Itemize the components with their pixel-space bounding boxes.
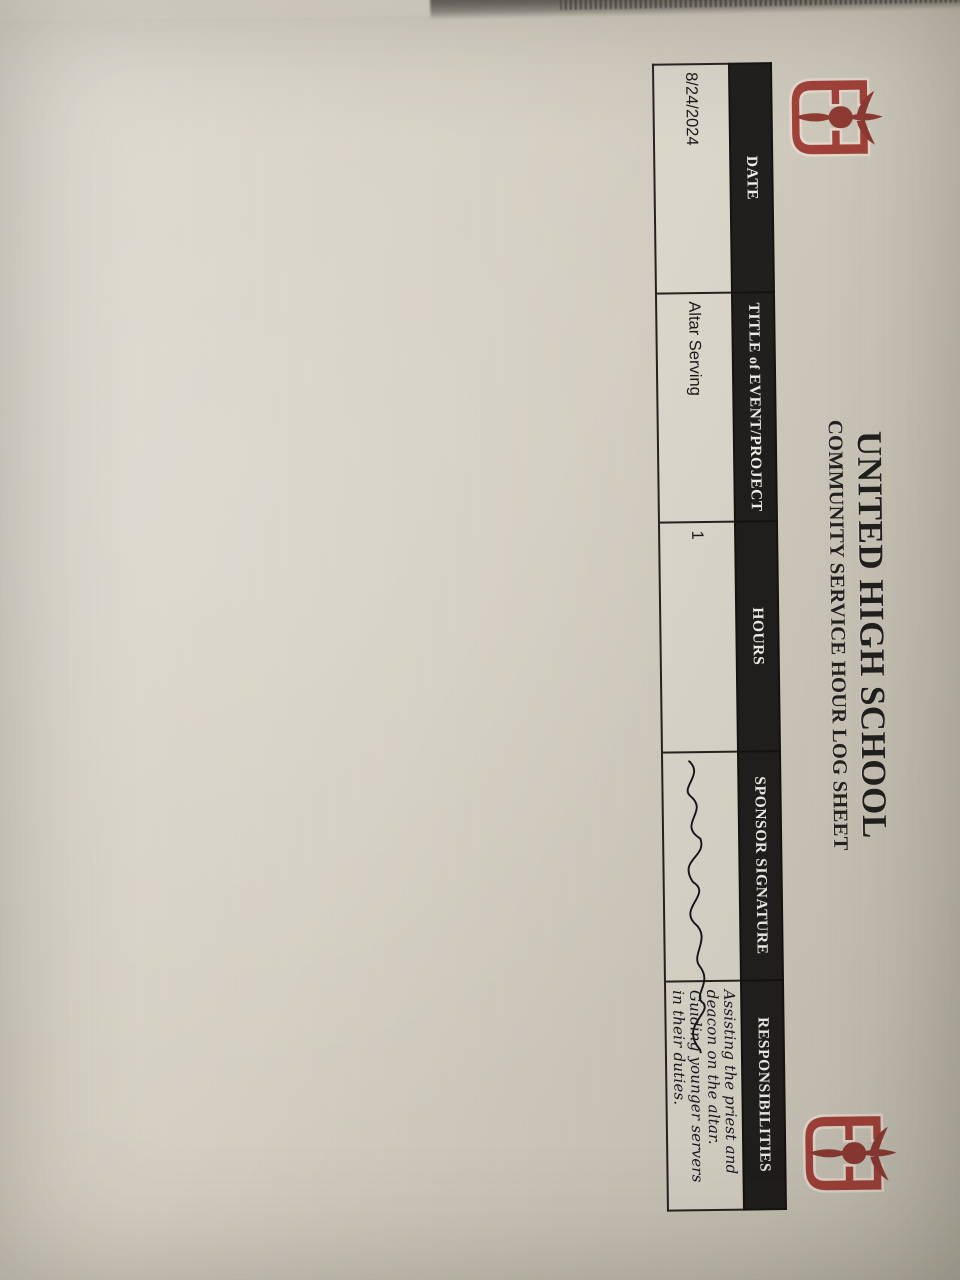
service-hour-log-sheet: UNITED HIGH SCHOOL COMMUNITY SERVICE HOU… — [55, 45, 905, 1236]
responsibilities-handwritten: Assisting the priest and deacon on the a… — [669, 989, 741, 1183]
table-body: 8/24/2024 Altar Serving 1 Assisting the pri… — [652, 63, 744, 1211]
paper-top-edge — [0, 0, 501, 22]
signature-mark — [681, 752, 722, 1053]
column-header-date: DATE — [728, 63, 774, 293]
cell-hours-text: 1 — [688, 530, 707, 540]
column-header-title: TITLE of EVENT/PROJECT — [731, 292, 777, 523]
united-high-school-longhorn-u-logo-secondary — [796, 1105, 901, 1202]
column-header-sponsor-signature: SPONSOR SIGNATURE — [737, 750, 783, 981]
service-hour-log-table: DATE TITLE of EVENT/PROJECT HOURS SPONSO… — [652, 62, 787, 1211]
column-header-title-prefix: TITLE — [745, 302, 763, 354]
cell-hours: 1 — [658, 522, 738, 753]
cell-date: 8/24/2024 — [652, 63, 732, 294]
column-header-hours: HOURS — [734, 521, 780, 752]
column-header-title-suffix: EVENT/PROJECT — [746, 373, 765, 512]
column-header-title-mid: of — [745, 352, 762, 375]
cell-event-title-text: Altar Serving — [685, 301, 705, 396]
united-high-school-longhorn-u-logo — [782, 69, 887, 166]
column-header-responsibilities: RESPONSIBILITIES — [740, 979, 786, 1210]
cell-event-title: Altar Serving — [655, 292, 735, 524]
cell-date-text: 8/24/2024 — [682, 72, 702, 146]
cell-sponsor-signature — [661, 751, 741, 1053]
table-row: 8/24/2024 Altar Serving 1 Assisting the pri… — [652, 63, 744, 1211]
document-titles: UNITED HIGH SCHOOL COMMUNITY SERVICE HOU… — [818, 45, 897, 1226]
cell-responsibilities: Assisting the priest and deacon on the a… — [664, 980, 744, 1211]
